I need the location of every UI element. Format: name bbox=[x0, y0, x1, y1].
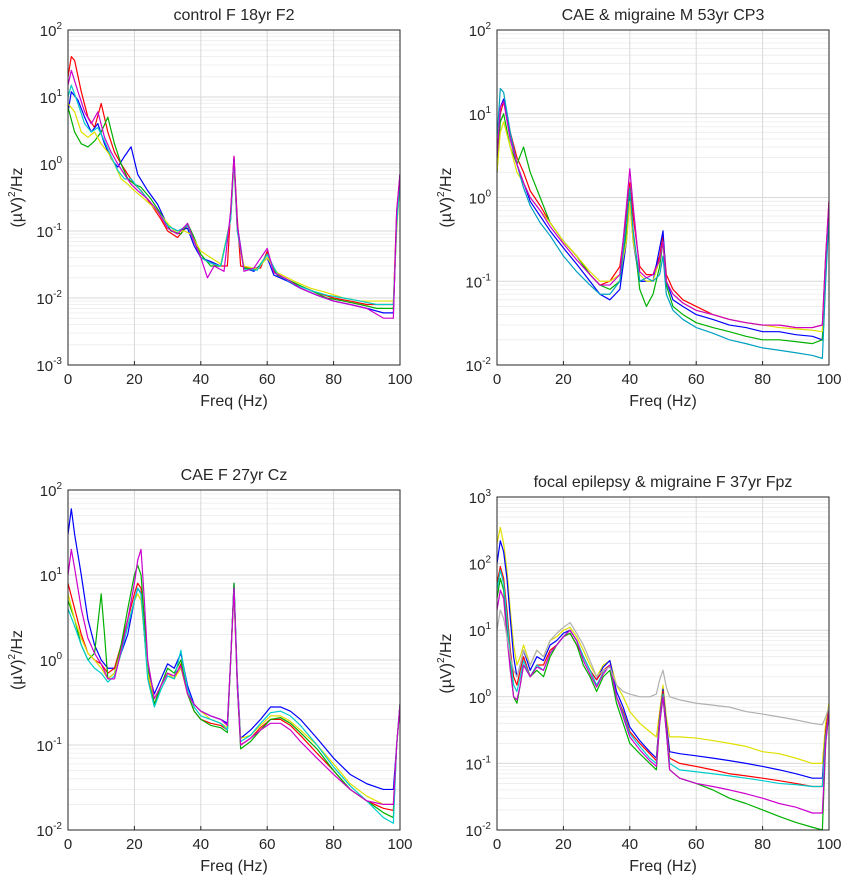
plot-frame bbox=[67, 29, 401, 366]
chart-panel-1: 0 20 40 60 80 100 10-3 10-2 10-1 100 101 102 control… bbox=[7, 7, 413, 410]
plot-frame bbox=[496, 496, 830, 831]
y-tick-label: 101 bbox=[469, 621, 492, 640]
chart-title: CAE & migraine M 53yr CP3 bbox=[562, 7, 765, 24]
y-axis-label: (µV)2/Hz bbox=[436, 167, 455, 227]
x-tick-label: 100 bbox=[387, 836, 412, 853]
y-tick-label: 102 bbox=[40, 481, 63, 500]
series-line-ch6 bbox=[497, 589, 829, 814]
series-line-ch3 bbox=[68, 107, 400, 309]
series-line-ch3 bbox=[497, 113, 829, 345]
series-line-ch1 bbox=[68, 508, 400, 791]
y-tick-label: 102 bbox=[40, 21, 63, 40]
x-tick-label: 0 bbox=[493, 836, 501, 853]
x-tick-label: 0 bbox=[64, 371, 72, 388]
series-line-ch4 bbox=[497, 577, 829, 830]
y-tick-label: 10-2 bbox=[36, 821, 62, 840]
y-tick-label: 101 bbox=[40, 566, 63, 585]
chart-title: control F 18yr F2 bbox=[174, 7, 295, 24]
chart-title: CAE F 27yr Cz bbox=[181, 467, 288, 484]
x-tick-label: 80 bbox=[754, 836, 771, 853]
x-tick-label: 40 bbox=[621, 836, 638, 853]
x-tick-label: 40 bbox=[192, 371, 209, 388]
series-line-ch5 bbox=[497, 87, 829, 359]
x-tick-label: 100 bbox=[387, 371, 412, 388]
y-tick-label: 102 bbox=[469, 21, 492, 40]
y-tick-label: 10-2 bbox=[465, 356, 491, 375]
y-tick-label: 10-1 bbox=[36, 222, 62, 241]
plot-frame bbox=[67, 489, 401, 831]
x-tick-label: 80 bbox=[325, 836, 342, 853]
x-tick-label: 60 bbox=[688, 371, 705, 388]
x-tick-label: 20 bbox=[555, 371, 572, 388]
chart-panel-3: 0 20 40 60 80 100 10-2 10-1 100 101 102 CAE F 27yr … bbox=[7, 467, 413, 875]
x-tick-label: 20 bbox=[555, 836, 572, 853]
series-line-ch6 bbox=[68, 548, 400, 806]
x-tick-label: 20 bbox=[126, 371, 143, 388]
series-line-ch4 bbox=[68, 593, 400, 806]
series-line-ch7 bbox=[497, 609, 829, 726]
x-tick-label: 0 bbox=[64, 836, 72, 853]
x-tick-label: 0 bbox=[493, 371, 501, 388]
series-line-ch2 bbox=[68, 582, 400, 812]
x-tick-label: 60 bbox=[259, 836, 276, 853]
x-tick-label: 20 bbox=[126, 836, 143, 853]
y-tick-label: 10-2 bbox=[465, 821, 491, 840]
y-tick-label: 10-1 bbox=[36, 736, 62, 755]
x-tick-label: 80 bbox=[325, 371, 342, 388]
x-tick-label: 40 bbox=[621, 371, 638, 388]
y-tick-label: 10-3 bbox=[36, 356, 62, 375]
x-tick-label: 80 bbox=[754, 371, 771, 388]
x-axis-label: Freq (Hz) bbox=[629, 858, 697, 875]
x-tick-label: 60 bbox=[259, 371, 276, 388]
x-tick-label: 100 bbox=[816, 836, 841, 853]
x-tick-label: 100 bbox=[816, 371, 841, 388]
y-tick-label: 10-2 bbox=[36, 289, 62, 308]
series-line-ch1 bbox=[68, 56, 400, 306]
series-line-ch4 bbox=[68, 103, 400, 302]
plot-frame bbox=[496, 29, 830, 366]
series-line-ch2 bbox=[68, 91, 400, 314]
x-tick-label: 40 bbox=[192, 836, 209, 853]
series-line-ch6 bbox=[497, 100, 829, 329]
y-tick-label: 10-1 bbox=[465, 272, 491, 291]
x-axis-label: Freq (Hz) bbox=[200, 858, 268, 875]
y-tick-label: 10-1 bbox=[465, 754, 491, 773]
x-axis-label: Freq (Hz) bbox=[200, 393, 268, 410]
chart-title: focal epilepsy & migraine F 37yr Fpz bbox=[534, 474, 793, 491]
chart-panel-4: 0 20 40 60 80 100 10-2 10-1 100 101 102 103 focal ep… bbox=[436, 474, 842, 875]
y-axis-label: (µV)2/Hz bbox=[436, 633, 455, 693]
y-tick-label: 101 bbox=[40, 88, 63, 107]
series-line-ch1 bbox=[497, 526, 829, 764]
series-line-ch6 bbox=[68, 69, 400, 319]
y-tick-label: 100 bbox=[40, 651, 63, 670]
y-tick-label: 101 bbox=[469, 105, 492, 124]
chart-panel-2: 0 20 40 60 80 100 10-2 10-1 100 101 102 CAE & migra… bbox=[436, 7, 842, 410]
x-axis-label: Freq (Hz) bbox=[629, 393, 697, 410]
series-line-ch5 bbox=[68, 84, 400, 306]
series-line-ch5 bbox=[68, 587, 400, 824]
y-axis-label: (µV)2/Hz bbox=[7, 630, 26, 690]
y-tick-label: 100 bbox=[469, 688, 492, 707]
y-tick-label: 102 bbox=[469, 555, 492, 574]
x-tick-label: 60 bbox=[688, 836, 705, 853]
y-axis-label: (µV)2/Hz bbox=[7, 167, 26, 227]
y-tick-label: 100 bbox=[469, 189, 492, 208]
y-tick-label: 100 bbox=[40, 155, 63, 174]
y-tick-label: 103 bbox=[469, 488, 492, 507]
series-line-ch2 bbox=[497, 540, 829, 779]
